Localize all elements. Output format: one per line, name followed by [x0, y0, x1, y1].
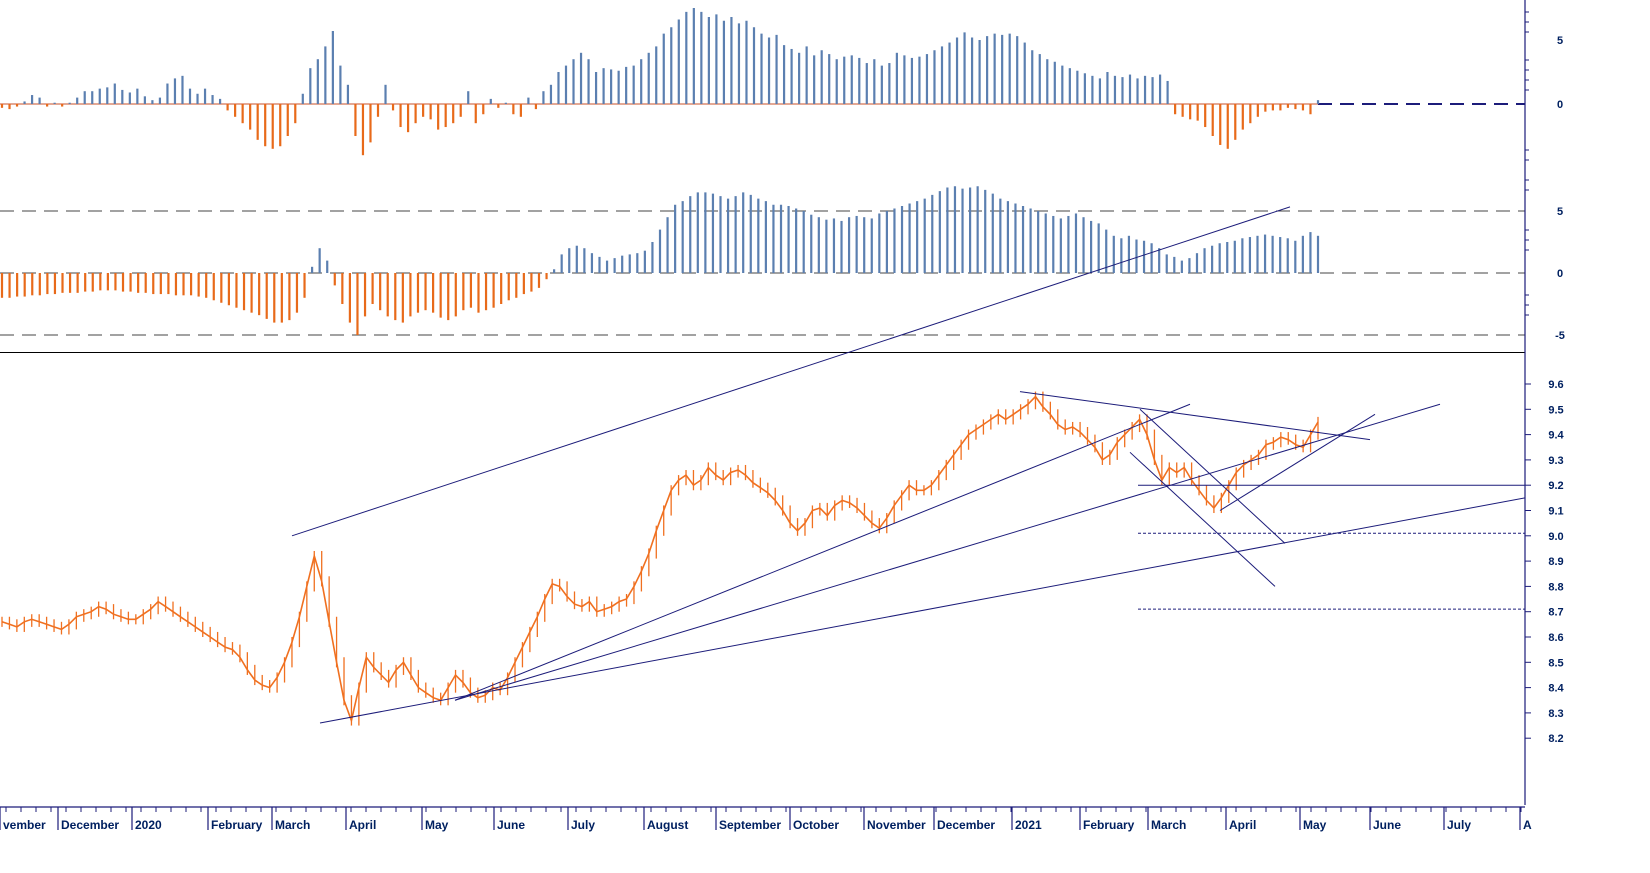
y-tick-label: 5 [1557, 206, 1563, 218]
month-label: May [425, 818, 449, 832]
month-label: vember [3, 818, 46, 832]
month-label: May [1303, 818, 1327, 832]
y-tick-label: 9.6 [1548, 379, 1563, 391]
month-label: December [937, 818, 995, 832]
y-tick-label: 9.3 [1548, 455, 1563, 467]
top-indicator-panel: 50 [0, 8, 1563, 156]
time-axis: vember December 2020 February March April May J… [0, 806, 1532, 832]
month-label: June [1373, 818, 1401, 832]
y-tick-label: 9.2 [1548, 480, 1563, 492]
y-tick-label: 9.4 [1548, 430, 1564, 442]
price-line [1, 395, 1319, 724]
month-label: July [571, 818, 595, 832]
month-label: August [647, 818, 688, 832]
trendlines [291, 206, 1526, 724]
trendline [454, 403, 1191, 701]
trendline [1139, 408, 1286, 544]
trendline [1219, 413, 1376, 511]
y-tick-label: 8.3 [1548, 708, 1563, 720]
y-tick-label: 8.9 [1548, 556, 1563, 568]
y-tick-label: 9.0 [1548, 531, 1563, 543]
month-label: December [61, 818, 119, 832]
month-label: September [719, 818, 781, 832]
month-label: October [793, 818, 839, 832]
month-label: February [1083, 818, 1135, 832]
y-tick-label: 9.5 [1548, 404, 1563, 416]
month-label: June [497, 818, 525, 832]
month-label: November [867, 818, 926, 832]
y-tick-label: -5 [1555, 330, 1565, 342]
y-tick-label: 5 [1557, 35, 1563, 47]
month-label: March [1151, 818, 1186, 832]
right-axis: 9.6 9.5 9.4 9.3 9.2 9.1 9.0 8.9 8.8 8.7 8.6 8.5 8.4 8… [1524, 0, 1565, 805]
y-tick-label: 9.1 [1548, 506, 1563, 518]
y-tick-label: 8.2 [1548, 733, 1563, 745]
price-panel [1, 391, 1525, 726]
month-label: July [1447, 818, 1471, 832]
month-label: A [1523, 818, 1532, 832]
month-label: March [275, 818, 310, 832]
y-tick-label: 8.7 [1548, 607, 1563, 619]
month-label: 2021 [1015, 818, 1042, 832]
y-tick-label: 0 [1557, 99, 1563, 111]
trendline [1019, 391, 1371, 441]
y-tick-label: 8.4 [1548, 683, 1564, 695]
month-label: April [1229, 818, 1256, 832]
month-label: February [211, 818, 263, 832]
y-tick-label: 8.5 [1548, 657, 1563, 669]
month-label: April [349, 818, 376, 832]
y-tick-label: 8.8 [1548, 581, 1563, 593]
trendline [1129, 451, 1276, 587]
middle-indicator-panel: 5 0 -5 [0, 186, 1565, 342]
y-tick-label: 8.6 [1548, 632, 1563, 644]
trendline [291, 206, 1291, 537]
trendline [454, 403, 1441, 701]
month-label: 2020 [135, 818, 162, 832]
trendline [319, 497, 1526, 724]
y-tick-label: 0 [1557, 268, 1563, 280]
